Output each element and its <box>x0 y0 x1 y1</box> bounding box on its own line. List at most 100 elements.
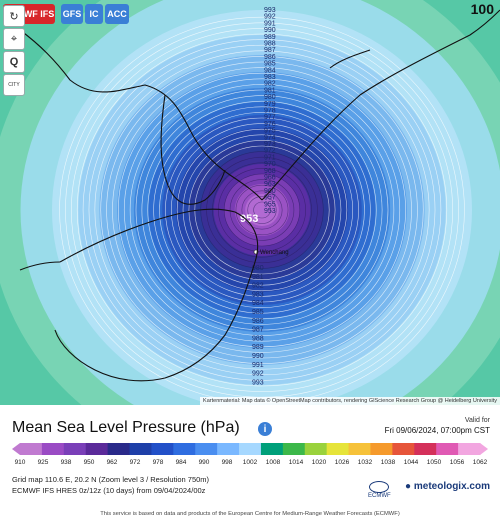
isobar-label: 963 <box>264 181 276 188</box>
colorbar-segment <box>20 443 43 455</box>
colorbar-tick-label: 925 <box>37 459 49 466</box>
search-button[interactable]: Q <box>3 51 25 73</box>
search-icon: Q <box>9 56 19 68</box>
colorbar-tick-label: 1002 <box>242 459 258 466</box>
isobar-line <box>170 123 354 297</box>
isobar-label: 990 <box>252 353 264 360</box>
isobar-label: 982 <box>252 283 264 290</box>
colorbar-tick-label: 1026 <box>334 459 350 466</box>
isobar-label: 985 <box>252 309 264 316</box>
isobar-line <box>229 179 295 241</box>
isobar-label: 986 <box>264 54 276 61</box>
colorbar-tick-label: 1044 <box>403 459 419 466</box>
colorbar-segment <box>282 443 306 455</box>
colorbar-tick-label: 1008 <box>265 459 281 466</box>
refresh-icon: ↻ <box>9 10 19 23</box>
location-button[interactable]: ⌖ <box>3 28 25 50</box>
valid-time: Fri 09/06/2024, 07:00pm CST <box>384 426 490 435</box>
isobar-label: 980 <box>264 94 276 101</box>
model-info: ECMWF IFS HRES 0z/12z (10 days) from 09/… <box>12 486 206 495</box>
colorbar-tick-label: 1020 <box>311 459 327 466</box>
pressure-map[interactable]: 993 992 991 990 989 988 987 986 985 984 983 982 981 9… <box>0 0 500 405</box>
isobar-label: 990 <box>264 27 276 34</box>
colorbar-tick-label: 1038 <box>380 459 396 466</box>
isobar-label: 991 <box>264 20 276 27</box>
map-attribution: Kartenmaterial: Map data © OpenStreetMap… <box>200 397 500 405</box>
isobar-label: 983 <box>252 291 264 298</box>
colorbar-right-arrow <box>480 443 488 455</box>
isobar-line <box>212 162 312 258</box>
isobar-line <box>188 140 336 280</box>
info-icon[interactable]: i <box>258 422 272 436</box>
colorbar-segment <box>304 443 328 455</box>
isobar-line <box>176 128 348 292</box>
isobar-label: 991 <box>252 362 264 369</box>
isobar-line <box>159 112 365 308</box>
grid-info: Grid map 110.6 E, 20.2 N (Zoom level 3 /… <box>12 475 210 484</box>
isobar-label: 978 <box>264 108 276 115</box>
isobar-line <box>135 89 389 331</box>
colorbar-tick-label: 1032 <box>357 459 373 466</box>
isobar-line <box>218 168 306 252</box>
legend-title: Mean Sea Level Pressure (hPa) <box>12 419 240 436</box>
isobar-label: 972 <box>264 148 276 155</box>
model-button-ic[interactable]: IC <box>85 4 103 24</box>
isobar-label: 953 <box>264 208 276 215</box>
colorbar-segment <box>173 443 196 455</box>
isobar-line <box>241 190 283 230</box>
isobar-label: 977 <box>264 114 276 121</box>
isobar-label: 992 <box>252 371 264 378</box>
isobar-line <box>118 72 406 348</box>
colorbar-segment <box>107 443 131 455</box>
isobar-line <box>112 67 412 353</box>
colorbar-segment <box>436 443 459 455</box>
isobar-line <box>71 28 453 392</box>
brand-logo[interactable]: ● meteologix.com <box>405 481 490 492</box>
isobar-line <box>82 39 442 381</box>
isobar-line <box>247 196 277 224</box>
colorbar-segment <box>260 443 284 455</box>
isobar-label: 988 <box>252 335 264 342</box>
city-button[interactable]: CITY <box>3 74 25 96</box>
model-button-acc[interactable]: ACC <box>105 4 129 24</box>
isobar-label: 974 <box>264 134 276 141</box>
coastlines <box>19 9 500 382</box>
isobar-line <box>194 145 330 275</box>
location-pin-icon: ⌖ <box>10 32 18 45</box>
colorbar-segment <box>239 443 262 455</box>
colorbar-tick-label: 972 <box>129 459 141 466</box>
isobar-label: 987 <box>252 327 264 334</box>
colorbar-tick-label: 978 <box>152 459 164 466</box>
isobar-line <box>88 44 436 376</box>
isobar-line <box>94 50 430 370</box>
colorbar-segment <box>63 443 87 455</box>
ecmwf-logo: ECMWF <box>368 481 391 499</box>
isobar-label: 988 <box>264 41 276 48</box>
colorbar-tick-label: 950 <box>83 459 95 466</box>
isobar-line <box>141 95 383 325</box>
isobar-line <box>153 106 371 314</box>
isobar-label: 986 <box>252 318 264 325</box>
isobar-label: 983 <box>264 74 276 81</box>
isobar-line <box>100 56 424 364</box>
isobar-line <box>129 84 395 336</box>
isobar-label: 973 <box>264 141 276 148</box>
colorbar-tick-label: 962 <box>106 459 118 466</box>
isobar-label: 987 <box>264 47 276 54</box>
isobar-line <box>253 201 271 219</box>
colorbar-tick-label: 998 <box>221 459 233 466</box>
refresh-button[interactable]: ↻ <box>3 5 25 27</box>
colorbar-left-arrow <box>12 443 20 455</box>
center-pressure-value: 953 <box>240 213 258 225</box>
map-canvas: 9939929919909899889879869859849839829819… <box>0 0 500 405</box>
isobar-label: 968 <box>264 168 276 175</box>
isobar-label: 989 <box>264 34 276 41</box>
colorbar-segment <box>458 443 481 455</box>
city-label-wenchang: Wenchang <box>260 250 289 256</box>
colorbar-segment <box>41 443 65 455</box>
colorbar-segment <box>326 443 350 455</box>
isobar-label: 989 <box>252 344 264 351</box>
colorbar-segment <box>85 443 109 455</box>
isobar-line <box>182 134 342 286</box>
model-button-gfs[interactable]: GFS <box>61 4 83 24</box>
